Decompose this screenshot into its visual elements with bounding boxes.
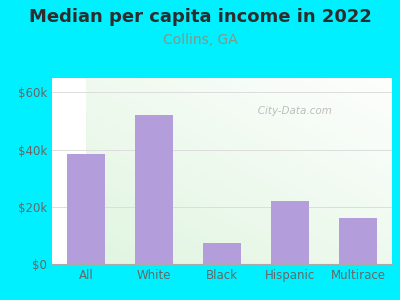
Bar [339,218,377,264]
Text: Median per capita income in 2022: Median per capita income in 2022 [28,8,372,26]
Text: Collins, GA: Collins, GA [163,34,237,47]
Bar [203,242,241,264]
Bar [271,201,309,264]
Text: City-Data.com: City-Data.com [248,106,332,116]
Bar [135,115,173,264]
Bar [67,154,105,264]
